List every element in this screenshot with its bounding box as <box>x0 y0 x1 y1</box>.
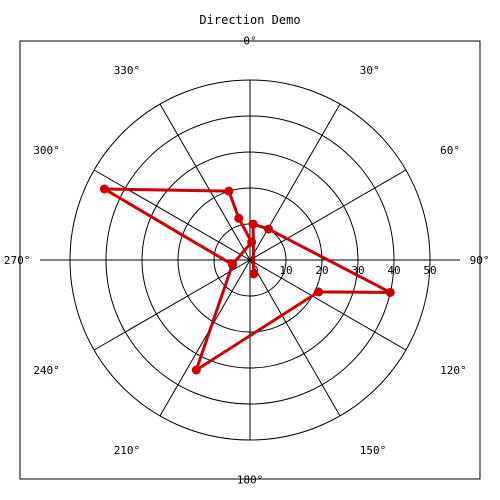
grid-spoke <box>159 259 251 417</box>
grid-spoke <box>249 103 341 261</box>
data-point <box>99 184 109 194</box>
data-point <box>314 287 323 297</box>
radial-tick-label: 50 <box>423 264 436 277</box>
data-point <box>249 269 259 279</box>
data-point <box>228 260 238 270</box>
grid-spoke <box>93 169 251 261</box>
data-point <box>264 224 273 234</box>
angular-tick-label: 270° <box>4 254 31 267</box>
angular-tick-label: 330° <box>114 64 141 77</box>
grid-spoke <box>93 259 251 351</box>
radial-tick-label: 20 <box>315 264 328 277</box>
angular-tick-label: 240° <box>33 364 60 377</box>
data-series <box>99 184 395 375</box>
angular-tick-label: 300° <box>33 144 60 157</box>
data-point <box>224 186 234 196</box>
radial-tick-label: 10 <box>279 264 292 277</box>
data-point <box>191 365 201 375</box>
angular-tick-label: 0° <box>243 34 256 47</box>
angular-tick-label: 60° <box>440 144 460 157</box>
angular-tick-label: 180° <box>237 474 264 487</box>
angular-tick-label: 120° <box>440 364 467 377</box>
chart-title: Direction Demo <box>199 13 300 27</box>
grid-spoke <box>159 103 251 261</box>
grid-spoke <box>249 259 407 351</box>
grid-spoke <box>249 259 341 417</box>
angular-tick-label: 90° <box>470 254 490 267</box>
angular-tick-labels: 0° 30° 60° 90° 120° 150° 180° 210° 240° 270° 300° 3… <box>4 34 490 486</box>
data-point <box>248 219 258 229</box>
angular-tick-label: 30° <box>360 64 380 77</box>
data-point <box>247 237 257 247</box>
angular-tick-label: 150° <box>360 444 387 457</box>
data-point <box>234 213 244 223</box>
angular-tick-label: 210° <box>114 444 141 457</box>
radial-tick-label: 40 <box>387 264 400 277</box>
grid-spoke <box>249 169 407 261</box>
data-point <box>385 287 395 297</box>
